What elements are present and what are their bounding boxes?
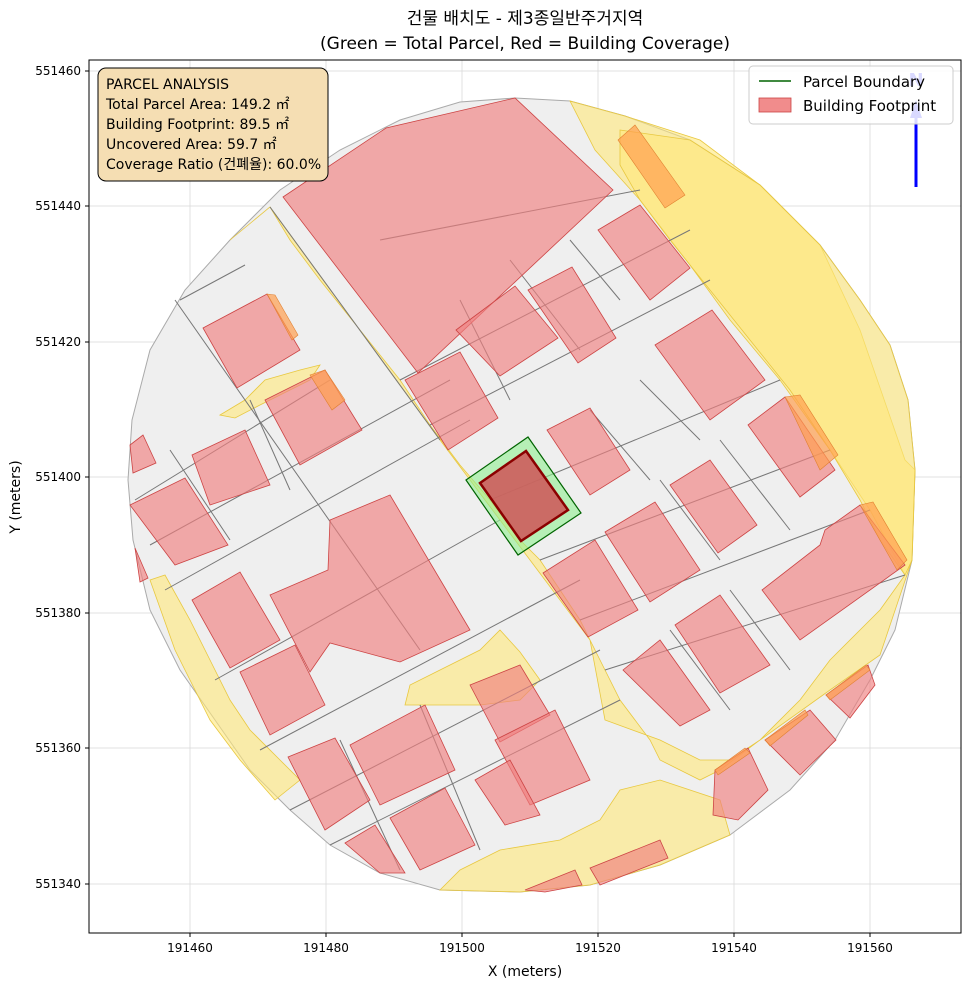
info-uncovered-area: Uncovered Area: 59.7 ㎡ (106, 137, 277, 153)
x-tick-label: 191540 (711, 941, 757, 955)
building-footprint (546, 407, 631, 496)
legend: Parcel Boundary Building Footprint (748, 65, 954, 125)
road-lower-left (149, 574, 301, 801)
building-footprint (191, 429, 271, 506)
parcel-line (589, 409, 651, 481)
y-tick-label: 551340 (35, 877, 81, 891)
plot-frame (88, 59, 962, 934)
x-tick-label: 191480 (303, 941, 349, 955)
overlap-footprint (764, 709, 809, 747)
building-footprint (349, 704, 456, 806)
building-footprint (455, 285, 559, 377)
y-tick-label: 551400 (35, 470, 81, 484)
parcel-line (249, 399, 291, 491)
x-tick-label: 191460 (167, 941, 213, 955)
parcel-line (729, 589, 791, 671)
building-footprint (597, 204, 691, 301)
building-footprint (202, 293, 301, 389)
legend-box (748, 65, 954, 125)
building-footprint (674, 594, 771, 694)
info-total-parcel-area: Total Parcel Area: 149.2 ㎡ (105, 97, 290, 113)
building-footprint (389, 787, 476, 871)
y-tick-label: 551440 (35, 199, 81, 213)
y-axis: 551460 551440 551420 551400 551380 55136… (8, 64, 89, 891)
building-footprint (474, 759, 541, 826)
building-footprint (239, 644, 326, 736)
overlap-footprint (617, 124, 686, 209)
chart-subtitle: (Green = Total Parcel, Red = Building Co… (320, 34, 730, 54)
parcel-line (169, 449, 231, 541)
x-tick-label: 191560 (847, 941, 893, 955)
x-tick-label: 191500 (439, 941, 485, 955)
info-box-background (97, 67, 329, 182)
overlap-footprint (859, 501, 908, 571)
parcel-line (669, 629, 731, 711)
building-footprint (669, 459, 758, 554)
legend-parcel-label: Parcel Boundary (803, 73, 925, 91)
parcel-line (719, 439, 791, 531)
legend-building-label: Building Footprint (803, 97, 936, 115)
building-footprint (622, 639, 711, 727)
building-footprint (129, 434, 157, 474)
building-footprint (129, 477, 229, 566)
parcel-line (179, 264, 246, 301)
building-footprint (527, 266, 617, 364)
y-axis-label: Y (meters) (8, 460, 24, 534)
overlap-footprint (309, 369, 346, 411)
building-footprint (747, 396, 836, 498)
x-tick-label: 191520 (575, 941, 621, 955)
building-footprint (287, 737, 371, 831)
roads (149, 100, 916, 893)
info-coverage-ratio: Coverage Ratio (건폐율): 60.0% (106, 157, 321, 173)
building-footprint (269, 494, 471, 673)
y-tick-label: 551360 (35, 741, 81, 755)
parcel-line (569, 239, 621, 301)
parcel-line (164, 419, 471, 591)
parcel-line (659, 479, 721, 561)
info-box-heading: PARCEL ANALYSIS (106, 77, 229, 93)
building-footprint (282, 97, 614, 374)
y-tick-label: 551380 (35, 606, 81, 620)
x-axis: 191460 191480 191500 191520 191540 19156… (167, 933, 893, 980)
building-footprint (542, 539, 639, 638)
building-footprint (604, 501, 701, 603)
building-footprint (344, 824, 406, 874)
chart-title: 건물 배치도 - 제3종일반주거지역 (407, 9, 643, 29)
building-footprint (654, 309, 766, 421)
y-tick-label: 551420 (35, 335, 81, 349)
parcel-line (639, 379, 701, 441)
building-footprint (404, 351, 499, 451)
building-footprint (191, 571, 281, 669)
y-tick-label: 551460 (35, 64, 81, 78)
building-footprint (589, 839, 669, 886)
building-footprint (134, 547, 149, 583)
highlighted-building (478, 449, 570, 543)
overlap-footprint (825, 664, 871, 701)
overlap-footprint (784, 394, 839, 471)
buildings (129, 97, 906, 893)
road-lower-right-band (439, 779, 731, 893)
parcel-line (259, 579, 581, 751)
road-left-notch (218, 364, 321, 419)
parcel-line (329, 699, 621, 846)
parcel-analysis-box: PARCEL ANALYSIS Total Parcel Area: 149.2… (97, 67, 329, 182)
building-road-overlaps (266, 124, 908, 776)
info-building-footprint: Building Footprint: 89.5 ㎡ (106, 117, 289, 133)
x-axis-label: X (meters) (488, 964, 562, 980)
overlap-footprint (266, 293, 299, 341)
legend-building-swatch (758, 97, 792, 113)
overlap-footprint (714, 747, 751, 776)
building-footprint (524, 869, 583, 893)
